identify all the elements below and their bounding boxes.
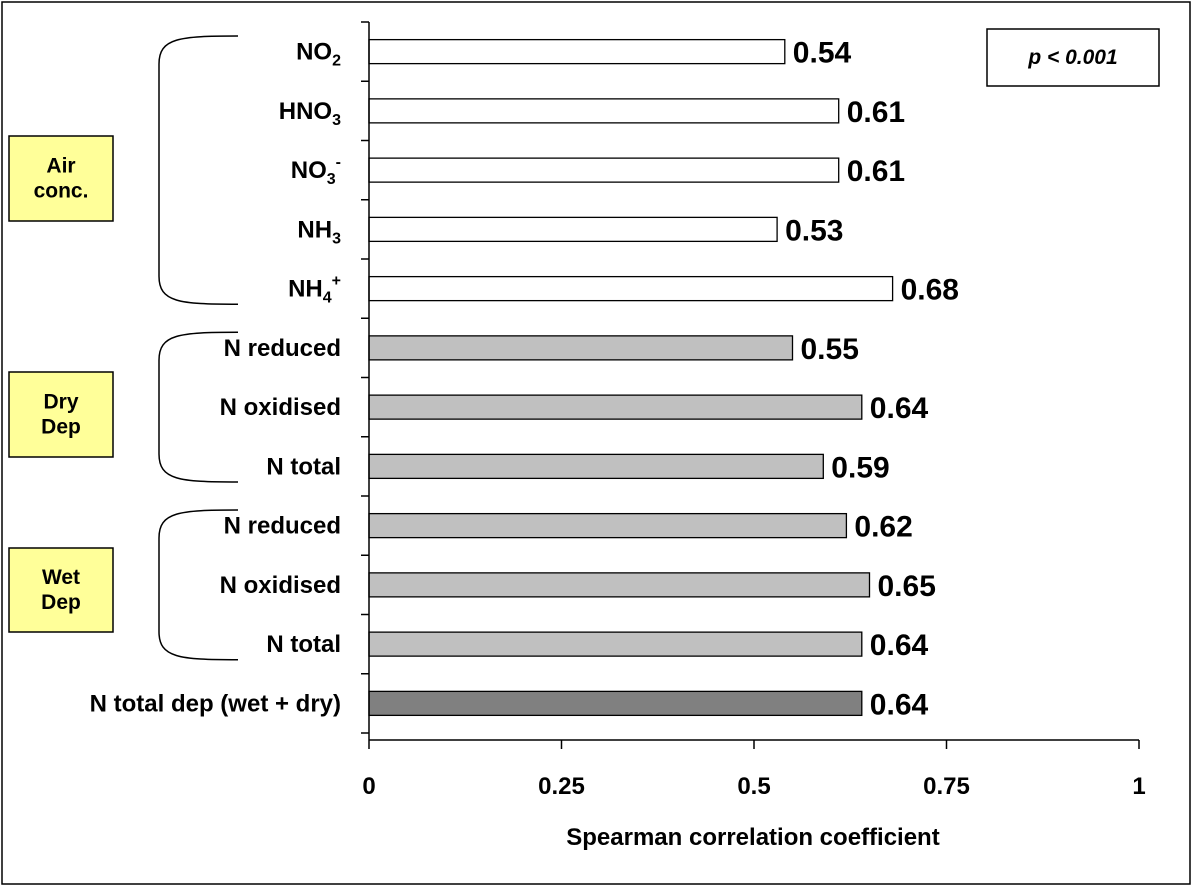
value-label: 0.53 bbox=[785, 214, 843, 247]
group-label: Wet Dep bbox=[41, 566, 81, 614]
category-label-main: N reduced bbox=[224, 335, 341, 362]
x-tick-label: 0.75 bbox=[923, 773, 970, 800]
category-label-main: NH bbox=[297, 216, 332, 243]
value-label: 0.64 bbox=[870, 392, 929, 425]
category-label: N oxidised bbox=[220, 572, 341, 599]
bar bbox=[368, 572, 871, 598]
bar bbox=[368, 512, 848, 539]
value-label: 0.65 bbox=[878, 570, 936, 603]
category-label-subscript: 3 bbox=[327, 171, 336, 188]
category-label-superscript: + bbox=[332, 273, 341, 290]
category-label-main: N oxidised bbox=[220, 394, 341, 421]
x-tick-label: 0.25 bbox=[538, 773, 585, 800]
group-bracket bbox=[158, 331, 239, 483]
category-label-main: N total dep (wet + dry) bbox=[90, 690, 341, 717]
category-label: N reduced bbox=[224, 513, 341, 540]
category-label: NO2 bbox=[296, 39, 341, 70]
category-label-main: N oxidised bbox=[220, 572, 341, 599]
bar bbox=[368, 394, 863, 420]
category-label-subscript: 3 bbox=[332, 112, 341, 129]
category-label: NH3 bbox=[297, 216, 341, 247]
category-label-main: HNO bbox=[279, 98, 332, 125]
group-label-box bbox=[8, 135, 114, 222]
value-label: 0.55 bbox=[801, 333, 859, 366]
value-label: 0.68 bbox=[901, 274, 959, 307]
category-label-subscript: 3 bbox=[332, 230, 341, 247]
significance-label: p < 0.001 bbox=[1027, 46, 1117, 69]
group-label-line: Wet bbox=[42, 566, 80, 589]
group-label-line: Dry bbox=[43, 391, 78, 414]
category-label: N total bbox=[266, 631, 341, 658]
group-label-line: conc. bbox=[34, 180, 89, 203]
category-label-main: N reduced bbox=[224, 513, 341, 540]
group-label-line: Air bbox=[46, 155, 75, 178]
category-label-main: NH bbox=[288, 276, 323, 303]
annotations-layer: p < 0.001 bbox=[986, 28, 1160, 87]
group-brackets bbox=[158, 35, 239, 661]
value-label: 0.54 bbox=[793, 37, 852, 70]
bar bbox=[368, 216, 778, 243]
bars-layer: 0.54NO20.61HNO30.61NO3-0.53NH30.68NH4+0.… bbox=[90, 37, 959, 722]
axes-layer: 0 0.25 0.5 0.75 1 bbox=[361, 21, 1146, 800]
category-label: HNO3 bbox=[279, 98, 341, 129]
x-tick-label: 0 bbox=[362, 773, 375, 800]
bar bbox=[368, 335, 794, 361]
category-label: N oxidised bbox=[220, 394, 341, 421]
category-label: NO3- bbox=[291, 154, 341, 188]
x-tick-label: 0.5 bbox=[737, 773, 770, 800]
category-label: NH4+ bbox=[288, 273, 341, 307]
group-label-box bbox=[8, 371, 114, 458]
bar bbox=[368, 275, 894, 302]
group-label-line: Dep bbox=[41, 591, 81, 614]
category-label-superscript: - bbox=[336, 154, 341, 171]
category-label-main: NO bbox=[291, 157, 327, 184]
category-label-subscript: 2 bbox=[332, 53, 341, 70]
bar bbox=[368, 453, 824, 480]
category-label-main: N total bbox=[266, 453, 341, 480]
category-label-subscript: 4 bbox=[323, 290, 332, 307]
bar bbox=[368, 98, 840, 124]
category-label: N total dep (wet + dry) bbox=[90, 690, 341, 717]
group-label-box bbox=[8, 547, 114, 633]
category-label-main: NO bbox=[296, 39, 332, 66]
category-label-main: N total bbox=[266, 631, 341, 658]
bar bbox=[368, 690, 863, 717]
value-label: 0.59 bbox=[831, 451, 889, 484]
value-label: 0.61 bbox=[847, 96, 905, 129]
value-label: 0.61 bbox=[847, 155, 905, 188]
group-bracket bbox=[158, 35, 239, 305]
group-label: Air conc. bbox=[34, 155, 89, 203]
bar bbox=[368, 157, 840, 183]
x-axis-label: Spearman correlation coefficient bbox=[566, 824, 939, 851]
bar bbox=[368, 38, 786, 65]
value-label: 0.62 bbox=[854, 511, 912, 544]
significance-box bbox=[986, 28, 1160, 87]
value-label: 0.64 bbox=[870, 629, 929, 662]
x-tick-label: 1 bbox=[1132, 773, 1145, 800]
group-label-line: Dep bbox=[41, 416, 81, 439]
group-bracket bbox=[158, 509, 239, 661]
value-label: 0.64 bbox=[870, 688, 929, 721]
category-label: N reduced bbox=[224, 335, 341, 362]
group-label: Dry Dep bbox=[41, 391, 81, 439]
bar bbox=[368, 631, 863, 657]
category-label: N total bbox=[266, 453, 341, 480]
